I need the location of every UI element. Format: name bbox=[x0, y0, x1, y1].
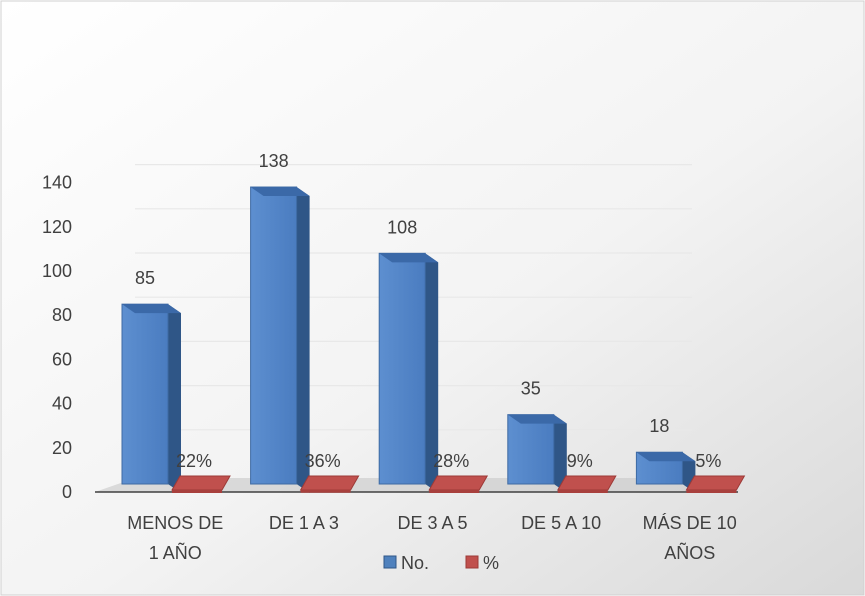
bar-pct-top bbox=[428, 475, 489, 491]
legend-label: % bbox=[483, 553, 499, 573]
bar-no-front bbox=[507, 414, 555, 485]
y-tick-label: 40 bbox=[52, 394, 72, 414]
legend-swatch bbox=[383, 555, 397, 569]
bar-pct-front bbox=[557, 490, 608, 493]
bar-no-side bbox=[425, 253, 439, 493]
data-label-no: 85 bbox=[135, 268, 155, 288]
bar-pct bbox=[556, 475, 617, 493]
y-tick-label: 0 bbox=[62, 482, 72, 502]
bar-no-top bbox=[379, 253, 439, 263]
bar-pct-front bbox=[686, 490, 737, 493]
y-tick-label: 140 bbox=[42, 173, 72, 193]
bar-no bbox=[121, 303, 181, 493]
x-tick-label: DE 1 A 3 bbox=[269, 513, 339, 533]
bar-no-front bbox=[121, 303, 169, 485]
legend-item[interactable]: % bbox=[465, 553, 499, 573]
bar-no-top bbox=[122, 304, 181, 314]
bar-pct-top bbox=[171, 475, 231, 491]
x-tick-label: DE 3 A 5 bbox=[397, 513, 467, 533]
bar-no-side bbox=[296, 187, 310, 493]
bar-no-front bbox=[250, 186, 298, 485]
legend-swatch bbox=[465, 555, 479, 569]
y-tick-label: 100 bbox=[42, 261, 72, 281]
data-label-pct: 28% bbox=[433, 451, 469, 471]
bar-no-top bbox=[507, 414, 567, 424]
data-label-no: 138 bbox=[259, 151, 289, 171]
bars bbox=[121, 186, 746, 493]
bar-pct-front bbox=[300, 489, 351, 493]
bar-pct-front bbox=[429, 490, 480, 493]
x-tick-label: MÁS DE 10 bbox=[643, 513, 737, 533]
y-axis-ticks: 0 20 40 60 80 100 120 140 bbox=[42, 173, 72, 502]
x-tick-label: MENOS DE bbox=[127, 513, 223, 533]
bar-pct-top bbox=[685, 475, 746, 491]
x-tick-label: DE 5 A 10 bbox=[521, 513, 601, 533]
x-tick-label: AÑOS bbox=[664, 542, 715, 563]
x-axis-labels: MENOS DE 1 AÑO DE 1 A 3 DE 3 A 5 DE 5 A 10 MÁ… bbox=[127, 513, 736, 563]
legend: No.% bbox=[383, 553, 499, 573]
data-label-no: 35 bbox=[521, 379, 541, 399]
bar-no bbox=[250, 186, 310, 493]
bar-pct-top bbox=[556, 475, 617, 491]
legend-label: No. bbox=[401, 553, 429, 573]
bar-pct bbox=[428, 475, 489, 493]
data-label-no: 108 bbox=[387, 217, 417, 237]
legend-item[interactable]: No. bbox=[383, 553, 429, 573]
bar-no bbox=[507, 414, 567, 493]
data-label-pct: 9% bbox=[567, 451, 593, 471]
data-labels: 85 22% 138 36% 108 28% 35 9% 18 5% bbox=[135, 151, 721, 471]
bar-no bbox=[378, 252, 439, 493]
y-tick-label: 60 bbox=[52, 349, 72, 369]
bar-no-front bbox=[378, 252, 426, 485]
bar-no-side bbox=[553, 414, 567, 493]
data-label-pct: 5% bbox=[695, 451, 721, 471]
data-label-no: 18 bbox=[649, 416, 669, 436]
bar-pct bbox=[171, 475, 231, 493]
x-tick-label: 1 AÑO bbox=[149, 542, 202, 563]
bar-no-side bbox=[168, 304, 181, 493]
y-tick-label: 120 bbox=[42, 217, 72, 237]
bar-pct-top bbox=[299, 475, 360, 491]
bar-no-top bbox=[636, 452, 696, 462]
bar-pct-front bbox=[172, 490, 222, 493]
y-tick-label: 20 bbox=[52, 438, 72, 458]
bar-no-top bbox=[250, 187, 310, 197]
bar-pct bbox=[685, 475, 746, 493]
y-tick-label: 80 bbox=[52, 305, 72, 325]
bar-pct bbox=[299, 475, 360, 493]
data-label-pct: 36% bbox=[305, 451, 341, 471]
data-label-pct: 22% bbox=[176, 451, 212, 471]
